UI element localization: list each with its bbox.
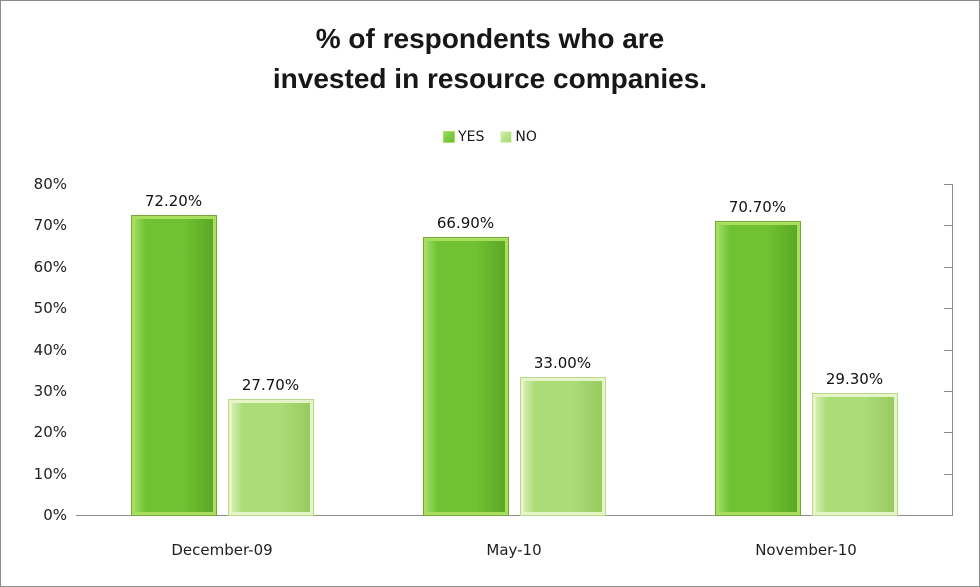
bar-yes-may-10 (423, 238, 508, 515)
bar-yes-november-10 (715, 222, 800, 515)
chart-title-line1: % of respondents who are (315, 23, 665, 54)
legend-label: YES (458, 129, 485, 145)
y-tick-label: 70% (33, 216, 67, 235)
bar-value-label: 33.00% (533, 354, 592, 373)
right-axis-tick (944, 266, 952, 268)
right-axis-tick (944, 473, 952, 475)
x-axis-category-label: December-09 (171, 541, 273, 559)
bar-value-label: 72.20% (144, 192, 203, 211)
bar-yes-december-09 (131, 216, 216, 515)
bar-value-label: 66.90% (436, 214, 495, 233)
y-tick-label: 10% (33, 464, 67, 483)
y-tick-label: 40% (33, 340, 67, 359)
legend-item-no: NO (500, 129, 537, 145)
y-tick-label: 20% (33, 423, 67, 442)
right-axis-tick (944, 515, 952, 516)
x-axis-category-label: November-10 (755, 541, 857, 559)
y-tick-label: 0% (43, 506, 67, 524)
y-tick-label: 60% (33, 257, 67, 276)
chart-title: % of respondents who are invested in res… (1, 19, 979, 99)
right-axis-tick (944, 184, 952, 185)
legend-swatch-icon (500, 131, 513, 143)
right-axis-tick (944, 390, 952, 392)
bar-value-label: 70.70% (728, 198, 787, 217)
legend: YES NO (1, 129, 979, 145)
legend-item-yes: YES (443, 129, 484, 145)
legend-swatch-icon (443, 131, 456, 143)
bar-no-december-09 (228, 400, 313, 515)
right-axis-tick (944, 432, 952, 434)
right-axis-tick (944, 349, 952, 351)
plot-area: 72.20% 27.70% 66.90% 33.00% 70.70% 29.30% (76, 184, 953, 516)
legend-label: NO (515, 129, 537, 145)
bar-no-may-10 (520, 378, 605, 515)
y-tick-label: 50% (33, 299, 67, 318)
bar-no-november-10 (812, 393, 897, 515)
y-tick-label: 80% (33, 175, 67, 193)
bar-value-label: 27.70% (241, 376, 300, 395)
right-axis-tick (944, 308, 952, 310)
chart-title-line2: invested in resource companies. (272, 63, 708, 94)
y-tick-label: 30% (33, 381, 67, 400)
x-axis-category-label: May-10 (486, 541, 542, 559)
right-axis-tick (944, 225, 952, 227)
bar-value-label: 29.30% (825, 369, 884, 388)
